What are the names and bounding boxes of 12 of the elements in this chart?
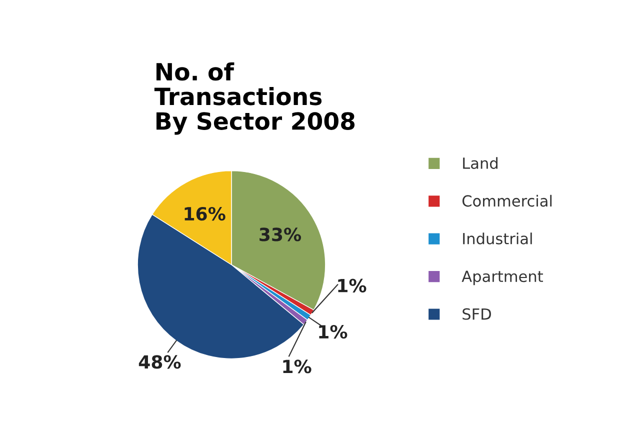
legend-label: SFD	[462, 308, 491, 320]
chart-title: No. of Transactions By Sector 2008	[154, 62, 355, 135]
legend-label: Industrial	[463, 232, 532, 244]
data-label: 33%	[260, 228, 302, 242]
legend-label: Land	[463, 157, 498, 169]
data-label: 1%	[338, 278, 366, 292]
data-label: 1%	[319, 324, 348, 339]
data-label: 48%	[138, 355, 181, 369]
data-label: 1%	[283, 360, 312, 374]
data-label: 16%	[184, 206, 226, 221]
legend-label: Apartment	[462, 270, 543, 286]
legend-label: Commercial	[462, 194, 552, 207]
